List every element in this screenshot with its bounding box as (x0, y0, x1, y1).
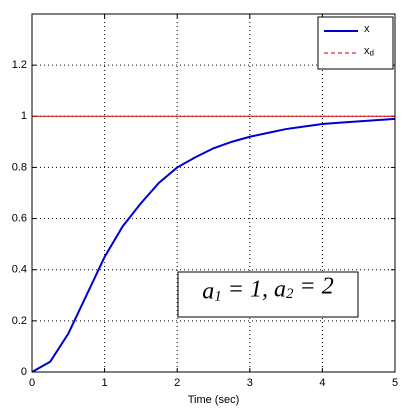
x-tick-label: 2 (174, 377, 180, 389)
y-tick-label: 0 (21, 366, 27, 378)
y-tick-label: 0.4 (12, 264, 27, 276)
y-tick-label: 0.2 (12, 315, 27, 327)
legend-label: x (364, 23, 370, 35)
legend-box (317, 16, 394, 70)
annotation-box (177, 271, 359, 318)
x-tick-label: 5 (392, 377, 398, 389)
series-line (31, 117, 396, 373)
y-tick-label: 0.6 (12, 212, 27, 224)
legend-label: x_d (364, 45, 374, 58)
x-axis-label: Time (sec) (188, 394, 240, 406)
y-tick-label: 0.8 (12, 161, 27, 173)
y-tick-label: 1.2 (12, 59, 27, 71)
x-tick-label: 0 (29, 377, 35, 389)
x-tick-label: 4 (319, 377, 325, 389)
plot-frame (31, 13, 396, 373)
annotation: a_1 = 1, a_2 = 2 (202, 273, 333, 305)
x-tick-label: 3 (247, 377, 253, 389)
y-tick-label: 1 (21, 110, 27, 122)
x-tick-label: 1 (102, 377, 108, 389)
